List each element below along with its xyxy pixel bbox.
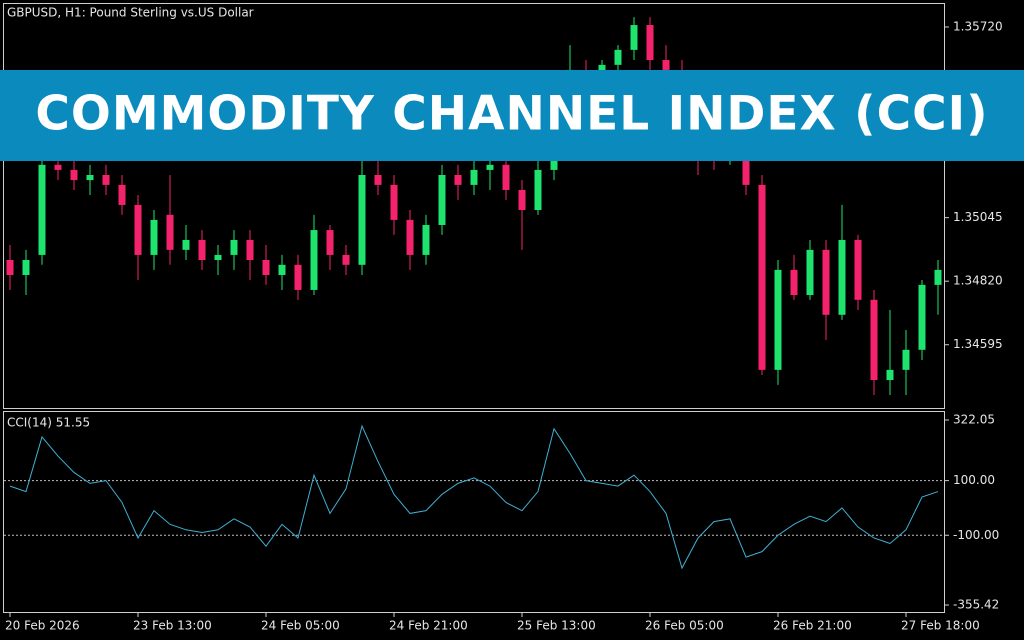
candle-body bbox=[470, 169, 478, 185]
candle-body bbox=[790, 269, 798, 296]
candle-body bbox=[390, 184, 398, 220]
y-tick-label: -355.42 bbox=[953, 598, 999, 612]
candle-body bbox=[150, 219, 158, 255]
candle-body bbox=[310, 230, 318, 290]
y-tick-label: 100.00 bbox=[953, 473, 995, 487]
cci-title: CCI(14) 51.55 bbox=[7, 416, 90, 430]
candle-body bbox=[534, 169, 542, 211]
candle-body bbox=[486, 164, 494, 170]
x-tick-label: 25 Feb 13:00 bbox=[517, 619, 596, 633]
candle-body bbox=[454, 174, 462, 185]
y-tick-label: 1.34820 bbox=[953, 274, 1003, 288]
candle-body bbox=[214, 254, 222, 261]
candle-body bbox=[326, 230, 334, 255]
candle-body bbox=[198, 239, 206, 261]
candle-body bbox=[422, 224, 430, 255]
candle-body bbox=[902, 349, 910, 370]
main-panel-frame bbox=[3, 3, 945, 409]
x-tick-label: 20 Feb 2026 bbox=[5, 619, 80, 633]
cci-line bbox=[9, 424, 939, 570]
candle-body bbox=[294, 264, 302, 290]
candle-body bbox=[22, 260, 30, 275]
candle-body bbox=[774, 269, 782, 370]
candle-body bbox=[38, 164, 46, 255]
y-tick-label: 1.35720 bbox=[953, 20, 1003, 34]
y-tick-label: 1.35045 bbox=[953, 210, 1003, 224]
banner bbox=[0, 70, 1024, 161]
candle-body bbox=[806, 249, 814, 296]
y-tick-label: 322.05 bbox=[953, 413, 995, 427]
candle-body bbox=[822, 249, 830, 315]
candle-body bbox=[102, 174, 110, 185]
x-tick-label: 27 Feb 18:00 bbox=[901, 619, 980, 633]
candle-body bbox=[358, 174, 366, 265]
candle-body bbox=[134, 204, 142, 255]
candle-body bbox=[870, 299, 878, 381]
candle-body bbox=[742, 139, 750, 185]
candle-body bbox=[262, 260, 270, 275]
candle-body bbox=[278, 264, 286, 275]
candle-body bbox=[918, 284, 926, 350]
candle-body bbox=[54, 164, 62, 170]
candle-body bbox=[6, 260, 14, 275]
cci-panel-frame bbox=[3, 411, 945, 613]
candle-body bbox=[182, 239, 190, 250]
candle-body bbox=[886, 369, 894, 381]
candle-body bbox=[70, 169, 78, 181]
candle-body bbox=[230, 239, 238, 255]
candle-body bbox=[758, 184, 766, 370]
banner-title: COMMODITY CHANNEL INDEX (CCI) bbox=[35, 87, 988, 142]
candle-body bbox=[166, 214, 174, 250]
main-title: GBPUSD, H1: Pound Sterling vs.US Dollar bbox=[7, 6, 254, 20]
candle-body bbox=[86, 174, 94, 181]
candle-body bbox=[438, 174, 446, 225]
candle-body bbox=[246, 239, 254, 261]
y-tick-label: 1.34595 bbox=[953, 337, 1003, 351]
candle-body bbox=[854, 239, 862, 300]
candle-body bbox=[630, 25, 638, 50]
candle-body bbox=[838, 239, 846, 315]
candle-body bbox=[374, 174, 382, 185]
candle-body bbox=[614, 49, 622, 65]
candle-body bbox=[502, 164, 510, 190]
x-tick-label: 23 Feb 13:00 bbox=[133, 619, 212, 633]
x-tick-label: 24 Feb 21:00 bbox=[389, 619, 468, 633]
candle-body bbox=[934, 269, 942, 285]
y-tick-label: -100.00 bbox=[953, 528, 999, 542]
x-tick-label: 26 Feb 21:00 bbox=[773, 619, 852, 633]
candle-body bbox=[118, 184, 126, 205]
x-tick-label: 26 Feb 05:00 bbox=[645, 619, 724, 633]
candle-body bbox=[662, 60, 670, 70]
candle-body bbox=[406, 219, 414, 255]
candle-body bbox=[646, 25, 654, 61]
candle-body bbox=[342, 254, 350, 265]
x-tick-label: 24 Feb 05:00 bbox=[261, 619, 340, 633]
candle-body bbox=[518, 189, 526, 211]
